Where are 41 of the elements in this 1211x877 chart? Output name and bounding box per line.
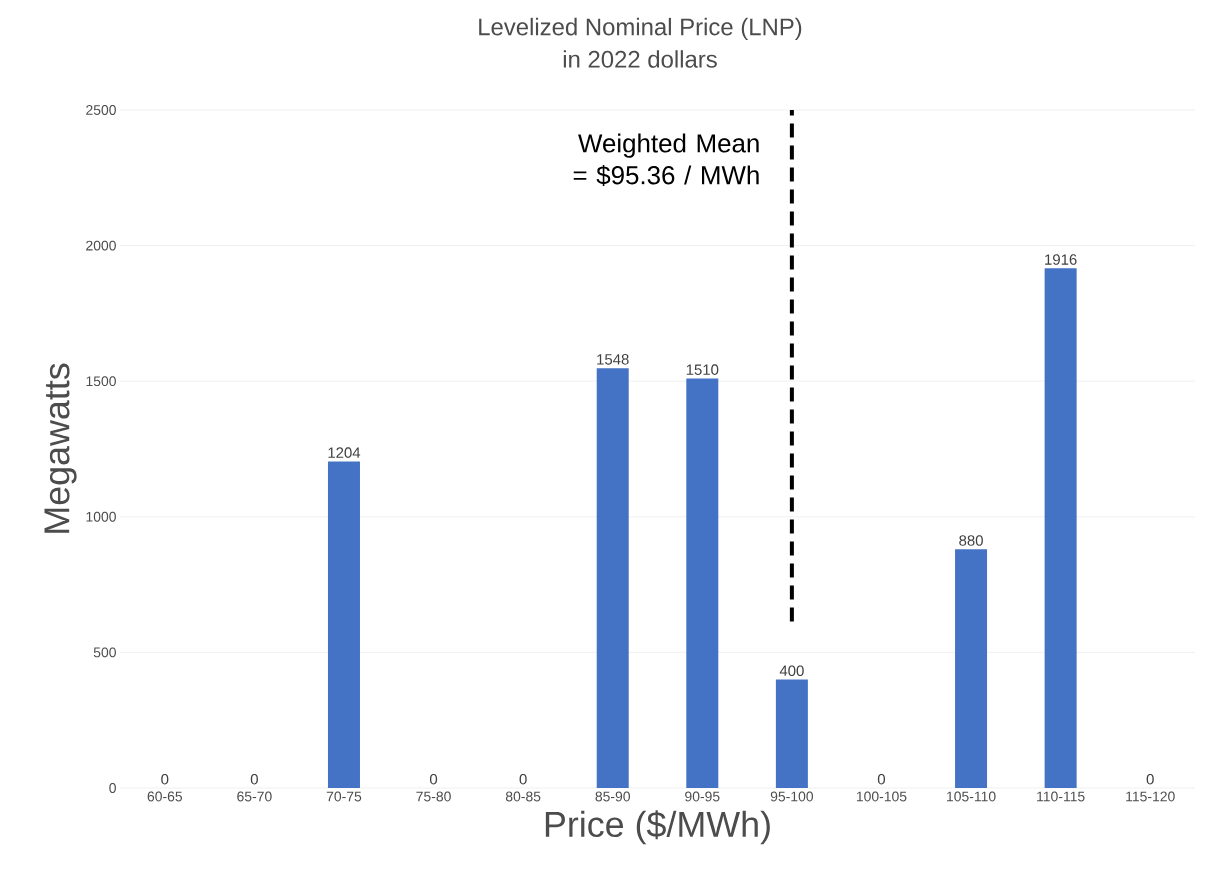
x-tick-label: 85-90 <box>595 791 631 802</box>
data-label: 0 <box>519 773 527 785</box>
x-tick-label: 80-85 <box>505 791 541 802</box>
data-label: 1548 <box>597 354 629 365</box>
data-label: 1916 <box>1045 254 1077 265</box>
x-tick-label: 100-105 <box>856 791 907 802</box>
chart-subtitle: in 2022 dollars <box>563 50 717 68</box>
x-tick-label: 115-120 <box>1126 791 1175 802</box>
data-label: 0 <box>429 773 438 785</box>
data-label: 400 <box>779 665 804 676</box>
y-tick-label: 0 <box>109 783 116 793</box>
y-tick-label: 500 <box>93 647 116 658</box>
x-tick-label: 70-75 <box>326 791 362 802</box>
y-tick-label: 1000 <box>86 511 116 522</box>
x-tick-label: 95-100 <box>770 791 814 802</box>
y-tick-label: 2000 <box>86 240 116 251</box>
data-label: 0 <box>1146 773 1154 785</box>
x-axis-title: Price ($/MWh) <box>545 810 770 845</box>
x-tick-label: 75-80 <box>416 791 451 802</box>
y-tick-label: 2500 <box>86 105 116 115</box>
x-tick-label: 105-110 <box>947 791 996 802</box>
data-label: 1510 <box>686 364 719 375</box>
chart-title: Levelized Nominal Price (LNP) <box>479 17 802 41</box>
data-label: 1204 <box>328 447 361 458</box>
x-tick-label: 65-70 <box>237 791 272 802</box>
bar <box>686 378 719 788</box>
data-label: 880 <box>959 535 983 546</box>
x-tick-label: 110-115 <box>1037 791 1085 802</box>
bar <box>955 549 988 788</box>
data-label: 0 <box>250 773 258 785</box>
data-label: 0 <box>161 773 169 785</box>
bar <box>327 461 360 788</box>
bar <box>596 368 629 788</box>
x-tick-label: 90-95 <box>685 791 720 802</box>
bar <box>775 679 808 788</box>
y-tick-label: 1500 <box>86 376 116 387</box>
data-label: 0 <box>877 773 886 785</box>
ref-line-label: Weighted Mean = $95.36 / MWh <box>573 133 759 186</box>
bar <box>1044 268 1077 788</box>
x-tick-label: 60-65 <box>147 791 183 802</box>
y-axis-title: Megawatts <box>44 363 77 533</box>
